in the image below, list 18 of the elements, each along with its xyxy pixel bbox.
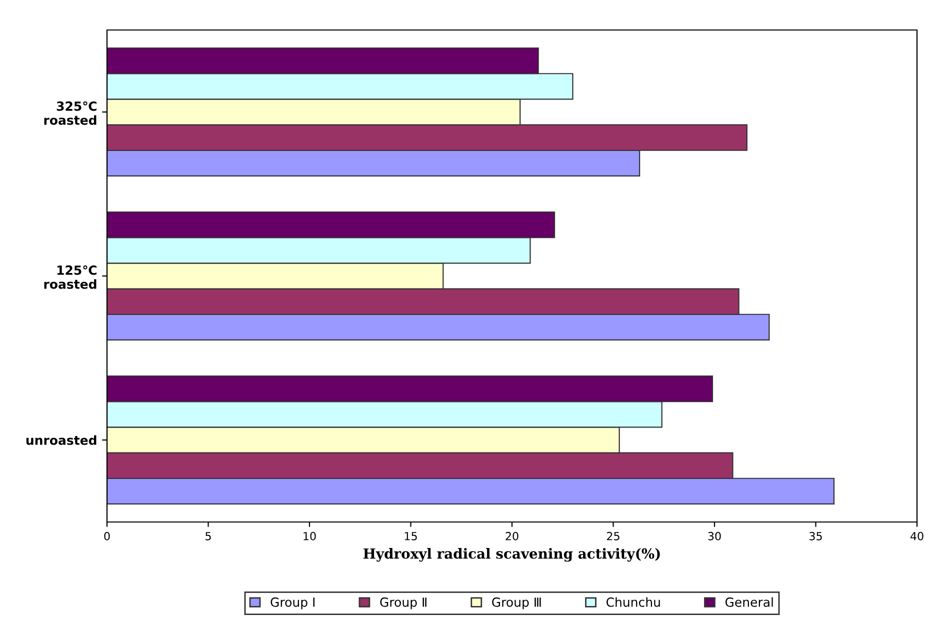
x-tick-label: 15 xyxy=(404,532,417,540)
x-tick-label: 10 xyxy=(304,532,316,540)
x-tick-label: 5 xyxy=(206,532,211,540)
x-tick-label: 25 xyxy=(606,532,620,540)
y-tick-label: unroasted xyxy=(26,435,96,445)
x-tick-label: 20 xyxy=(506,532,518,540)
y-tick-label: 125℃ roasted xyxy=(44,265,96,289)
x-axis-title: Hydroxyl radical scavening activity(%) xyxy=(363,548,660,562)
x-tick-label: 30 xyxy=(708,532,721,540)
legend-label: Group Ⅰ xyxy=(270,597,314,610)
x-tick-label: 40 xyxy=(910,532,924,540)
legend-label: Group Ⅲ xyxy=(492,597,541,610)
x-tick-label: 0 xyxy=(104,532,110,540)
x-tick-label: 35 xyxy=(810,532,822,540)
legend-label: General xyxy=(725,597,773,607)
y-tick-label: 325℃ roasted xyxy=(44,101,96,125)
legend-label: Chunchu xyxy=(606,597,660,607)
legend-label: Group Ⅱ xyxy=(380,597,426,610)
